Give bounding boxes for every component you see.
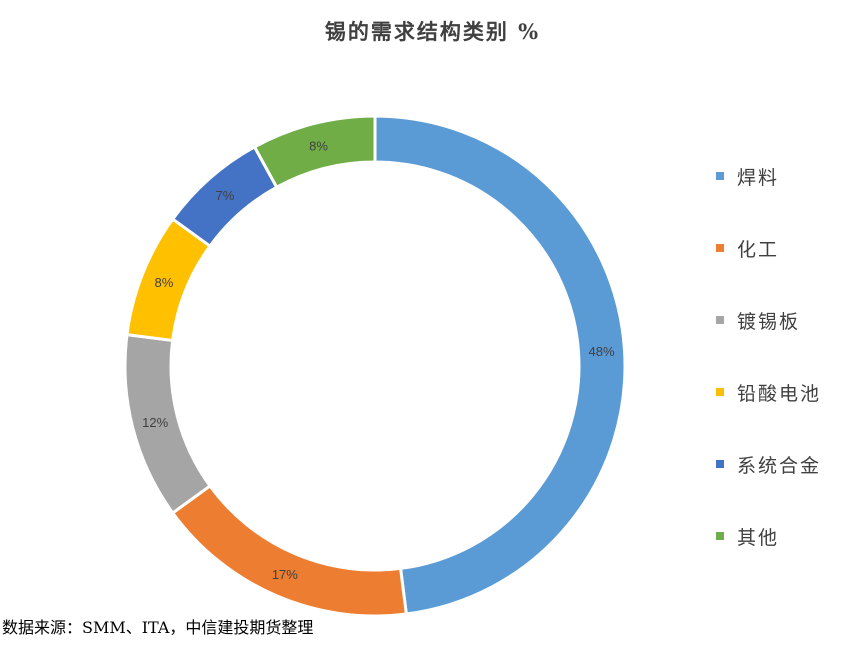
slice-label-6: 8%: [309, 139, 328, 154]
source-note: 数据来源：SMM、ITA，中信建投期货整理: [2, 618, 314, 637]
legend-swatch: [716, 460, 724, 468]
slice-1: [373, 114, 627, 616]
legend-item-2: 化工: [716, 235, 861, 307]
slice-2: [170, 483, 409, 618]
legend-label: 铅酸电池: [737, 383, 822, 405]
legend-swatch: [716, 388, 724, 396]
legend-item-3: 镀锡板: [716, 307, 861, 379]
legend-label: 镀锡板: [737, 311, 801, 333]
legend-swatch: [716, 244, 724, 252]
slice-label-3: 12%: [142, 415, 168, 430]
slice-label-2: 17%: [272, 567, 298, 582]
slice-6: [252, 114, 377, 190]
legend-label: 系统合金: [737, 455, 822, 477]
legend-swatch: [716, 172, 724, 180]
chart-title: 锡的需求结构类别 %: [324, 19, 541, 44]
legend-item-6: 其他: [716, 523, 861, 595]
legend-label: 其他: [737, 527, 780, 549]
legend-item-4: 铅酸电池: [716, 379, 861, 451]
legend-label: 化工: [737, 239, 780, 261]
legend-swatch: [716, 532, 724, 540]
slice-label-1: 48%: [589, 344, 615, 359]
legend-label: 焊料: [737, 167, 780, 189]
slice-label-5: 7%: [215, 188, 234, 203]
legend-item-5: 系统合金: [716, 451, 861, 523]
slice-label-4: 8%: [155, 275, 174, 290]
legend-item-1: 焊料: [716, 163, 861, 235]
legend: 焊料化工镀锡板铅酸电池系统合金其他: [716, 163, 861, 595]
legend-swatch: [716, 316, 724, 324]
donut-chart: 48% 17% 12% 8% 7% 8%: [123, 114, 627, 618]
